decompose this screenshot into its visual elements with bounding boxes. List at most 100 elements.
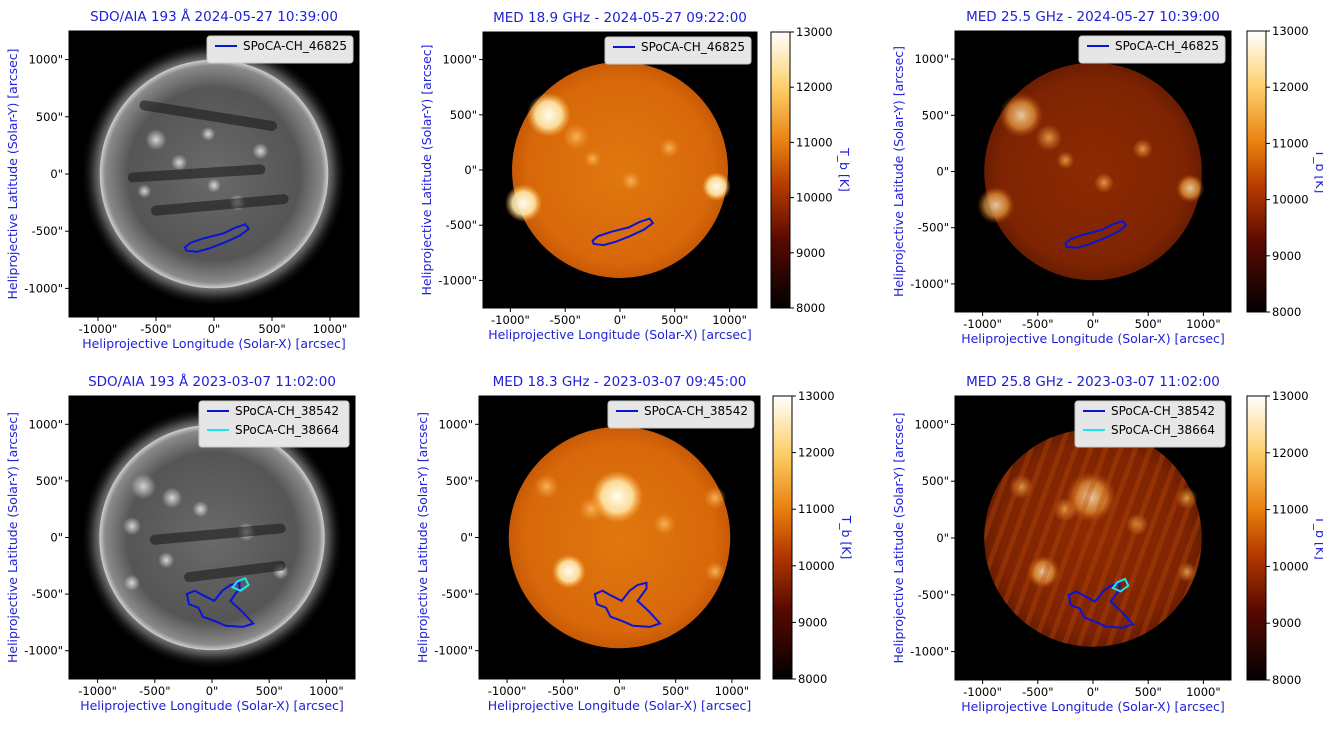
colorbar-tick-label: 8000 bbox=[1272, 305, 1301, 319]
x-tick-label: 1000" bbox=[1186, 317, 1221, 331]
x-axis-title: Heliprojective Longitude (Solar-X) [arcs… bbox=[961, 699, 1225, 714]
legend: SPoCA-CH_38542 bbox=[607, 400, 755, 429]
colorbar-tick-label: 12000 bbox=[798, 446, 835, 460]
y-tick-label: 500" bbox=[450, 108, 477, 122]
y-tick-label: -500" bbox=[442, 587, 473, 601]
x-tick-label: 500" bbox=[662, 684, 689, 698]
x-tick-label: 1000" bbox=[712, 313, 747, 327]
x-tick-label: 1000" bbox=[309, 684, 344, 698]
colorbar-tick-label: 11000 bbox=[798, 502, 835, 516]
panel-aia-2023: SDO/AIA 193 Å 2023-03-07 11:02:00 -1000" -… bbox=[5, 373, 356, 713]
legend-entry: SPoCA-CH_38542 bbox=[644, 404, 748, 418]
x-tick-label: -500" bbox=[1022, 317, 1053, 331]
y-tick-label: -1000" bbox=[910, 277, 949, 291]
y-tick-label: 0" bbox=[464, 163, 477, 177]
colorbar-tick-label: 12000 bbox=[1272, 80, 1309, 94]
y-tick-label: 1000" bbox=[442, 53, 477, 67]
y-tick-label: 500" bbox=[922, 474, 949, 488]
y-axis-title: Heliprojective Latitude (Solar-Y) [arcse… bbox=[5, 48, 20, 299]
x-tick-label: 500" bbox=[1135, 685, 1162, 699]
legend-entry: SPoCA-CH_46825 bbox=[1115, 39, 1219, 53]
coronal-hole-contour bbox=[1067, 582, 1135, 629]
colorbar-tick-label: 10000 bbox=[796, 191, 833, 205]
panel-title: SDO/AIA 193 Å 2024-05-27 10:39:00 bbox=[90, 8, 338, 25]
colorbar-label: T_b [K] bbox=[1313, 149, 1323, 194]
y-tick-label: -1000" bbox=[438, 273, 477, 287]
colorbar: 13000 12000 11000 10000 9000 8000 T_b [K] bbox=[1246, 24, 1323, 319]
y-axis-title: Heliprojective Latitude (Solar-Y) [arcse… bbox=[891, 46, 906, 297]
coronal-hole-contour bbox=[591, 217, 655, 247]
colorbar-label: T_b [K] bbox=[1313, 515, 1323, 560]
legend: SPoCA-CH_38542 SPoCA-CH_38664 bbox=[198, 400, 350, 448]
x-axis-title: Heliprojective Longitude (Solar-X) [arcs… bbox=[961, 331, 1225, 346]
x-axis-title: Heliprojective Longitude (Solar-X) [arcs… bbox=[82, 336, 346, 351]
legend-entry: SPoCA-CH_46825 bbox=[641, 40, 745, 54]
legend-entry: SPoCA-CH_38542 bbox=[1111, 404, 1215, 418]
colorbar-tick-label: 9000 bbox=[798, 615, 827, 629]
colorbar-label: T_b [K] bbox=[839, 515, 854, 560]
x-tick-label: -500" bbox=[1022, 685, 1053, 699]
x-axis-title: Heliprojective Longitude (Solar-X) [arcs… bbox=[488, 327, 752, 342]
x-tick-label: -1000" bbox=[488, 684, 527, 698]
x-tick-label: 500" bbox=[256, 684, 283, 698]
x-tick-label: 0" bbox=[1087, 317, 1100, 331]
colorbar: 13000 12000 11000 10000 9000 8000 T_b [K] bbox=[772, 389, 854, 686]
colorbar: 13000 12000 11000 10000 9000 8000 T_b [K] bbox=[1246, 389, 1323, 687]
y-tick-label: -500" bbox=[446, 218, 477, 232]
coronal-hole-contour bbox=[1064, 219, 1128, 249]
y-tick-label: 1000" bbox=[28, 53, 63, 67]
solar-image bbox=[479, 396, 760, 679]
x-tick-label: 0" bbox=[613, 684, 626, 698]
legend-entry: SPoCA-CH_38664 bbox=[235, 423, 339, 437]
colorbar-tick-label: 13000 bbox=[796, 25, 833, 39]
y-axis-title: Heliprojective Latitude (Solar-Y) [arcse… bbox=[891, 412, 906, 663]
x-tick-label: 0" bbox=[206, 684, 219, 698]
panel-med-189: MED 18.9 GHz - 2024-05-27 09:22:00 -1000"… bbox=[419, 10, 852, 342]
colorbar-tick-label: 13000 bbox=[798, 389, 835, 403]
x-axis-title: Heliprojective Longitude (Solar-X) [arcs… bbox=[80, 698, 344, 713]
colorbar-tick-label: 10000 bbox=[1272, 559, 1309, 573]
colorbar-tick-label: 9000 bbox=[796, 246, 825, 260]
y-tick-label: 500" bbox=[446, 474, 473, 488]
x-tick-label: 500" bbox=[1135, 317, 1162, 331]
y-tick-label: 0" bbox=[936, 531, 949, 545]
x-tick-label: 0" bbox=[208, 322, 221, 336]
x-tick-label: -500" bbox=[550, 313, 581, 327]
legend: SPoCA-CH_38542 SPoCA-CH_38664 bbox=[1074, 400, 1226, 448]
y-axis-title: Heliprojective Latitude (Solar-Y) [arcse… bbox=[5, 412, 20, 663]
y-tick-label: 1000" bbox=[28, 417, 63, 431]
colorbar-tick-label: 12000 bbox=[796, 80, 833, 94]
y-axis-title: Heliprojective Latitude (Solar-Y) [arcse… bbox=[415, 412, 430, 663]
coronal-hole-contour bbox=[593, 581, 662, 628]
panel-med-258: MED 25.8 GHz - 2023-03-07 11:02:00 -1000"… bbox=[891, 374, 1323, 714]
legend: SPoCA-CH_46825 bbox=[206, 35, 354, 64]
colorbar-tick-label: 9000 bbox=[1272, 249, 1301, 263]
colorbar-tick-label: 9000 bbox=[1272, 616, 1301, 630]
y-tick-label: -1000" bbox=[24, 644, 63, 658]
colorbar: 13000 12000 11000 10000 9000 8000 T_b [K] bbox=[770, 25, 852, 315]
y-tick-label: 500" bbox=[36, 474, 63, 488]
y-tick-label: 0" bbox=[50, 531, 63, 545]
solar-image bbox=[483, 32, 757, 308]
colorbar-tick-label: 8000 bbox=[796, 301, 825, 315]
coronal-hole-contour bbox=[185, 581, 255, 628]
y-tick-label: -1000" bbox=[910, 645, 949, 659]
legend: SPoCA-CH_46825 bbox=[1078, 35, 1226, 64]
colorbar-label: T_b [K] bbox=[837, 147, 852, 192]
x-tick-label: -1000" bbox=[79, 322, 118, 336]
colorbar-tick-label: 8000 bbox=[1272, 673, 1301, 687]
colorbar-tick-label: 12000 bbox=[1272, 446, 1309, 460]
panel-aia-2024: SDO/AIA 193 Å 2024-05-27 10:39:00 -1000" -… bbox=[5, 8, 360, 351]
x-tick-label: -500" bbox=[548, 684, 579, 698]
legend-entry: SPoCA-CH_46825 bbox=[243, 39, 347, 53]
x-tick-label: -1000" bbox=[963, 317, 1002, 331]
colorbar-tick-label: 13000 bbox=[1272, 24, 1309, 38]
colorbar-tick-label: 13000 bbox=[1272, 389, 1309, 403]
panel-title: MED 25.8 GHz - 2023-03-07 11:02:00 bbox=[966, 374, 1220, 390]
panel-title: MED 18.9 GHz - 2024-05-27 09:22:00 bbox=[493, 10, 747, 26]
x-tick-label: 500" bbox=[661, 313, 688, 327]
y-tick-label: 1000" bbox=[914, 417, 949, 431]
y-axis-title: Heliprojective Latitude (Solar-Y) [arcse… bbox=[419, 44, 434, 295]
colorbar-tick-label: 11000 bbox=[1272, 503, 1309, 517]
panel-title: MED 18.3 GHz - 2023-03-07 09:45:00 bbox=[493, 374, 747, 390]
